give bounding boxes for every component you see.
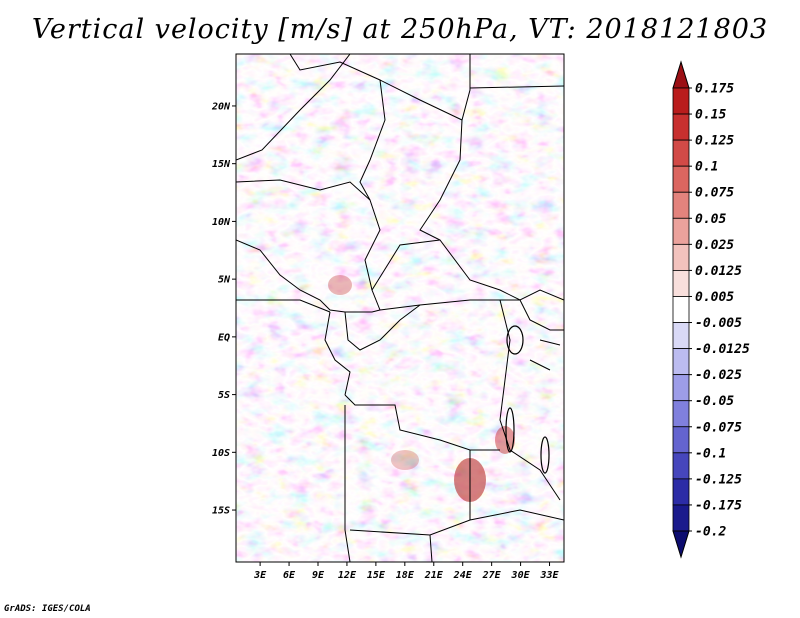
colorbar-label: -0.175 <box>695 498 742 513</box>
lon-tick-label: 9E <box>312 570 325 581</box>
colorbar-segment <box>672 374 690 402</box>
colorbar-label: -0.1 <box>695 446 726 461</box>
colorbar-segment <box>672 322 690 349</box>
colorbar-segment <box>672 217 690 245</box>
lon-tick-label: 18E <box>396 570 415 581</box>
country-borders <box>236 54 564 562</box>
lat-tick-label: 15N <box>212 159 231 170</box>
colorbar-label: 0.0125 <box>695 264 742 279</box>
lat-tick-label: 20N <box>211 101 231 112</box>
colorbar-segment <box>672 270 690 297</box>
lon-tick-label: 6E <box>283 570 296 581</box>
colorbar-segment <box>672 113 690 141</box>
colorbar-segment <box>672 191 690 219</box>
chart-title: Vertical velocity [m/s] at 250hPa, VT: 2… <box>31 14 769 45</box>
lon-tick-label: 15E <box>367 570 386 581</box>
colorbar-segment <box>672 348 690 376</box>
colorbar-segment <box>672 478 690 506</box>
colorbar-segment <box>672 426 690 454</box>
colorbar-label: -0.0125 <box>695 342 750 357</box>
colorbar-label: 0.025 <box>695 238 734 253</box>
colorbar-label: -0.125 <box>695 472 742 487</box>
colorbar-label: 0.125 <box>695 134 734 149</box>
lat-tick-label: 10N <box>212 217 231 228</box>
lat-tick-label: 5N <box>218 275 231 286</box>
colorbar-label: -0.025 <box>695 368 742 383</box>
colorbar-label: -0.2 <box>695 525 726 540</box>
colorbar-bottom-arrow <box>672 530 690 559</box>
lon-tick-label: 33E <box>539 570 559 581</box>
lon-tick-label: 12E <box>338 570 357 581</box>
colorbar-label: 0.05 <box>695 212 726 227</box>
lon-tick-label: 24E <box>453 570 473 581</box>
lon-tick-label: 21E <box>424 570 444 581</box>
colorbar-label: -0.05 <box>695 394 734 409</box>
colorbar-segment <box>672 452 690 480</box>
lon-tick-label: 30E <box>511 570 531 581</box>
colorbar-label: 0.075 <box>695 186 734 201</box>
lat-tick-label: EQ <box>218 332 230 343</box>
map-frame <box>235 53 565 563</box>
grads-credit: GrADS: IGES/COLA <box>4 604 91 614</box>
lakes <box>505 325 550 474</box>
colorbar-label: -0.005 <box>695 316 742 331</box>
colorbar-label: 0.1 <box>695 160 718 175</box>
lat-tick-label: 10S <box>212 448 230 459</box>
lon-tick-label: 3E <box>253 570 267 581</box>
colorbar-segment <box>672 243 690 271</box>
colorbar-segment <box>672 87 690 115</box>
lon-tick-label: 27E <box>482 570 502 581</box>
colorbar-top-arrow <box>672 60 690 89</box>
colorbar-segment <box>672 296 690 323</box>
colorbar-label: 0.005 <box>695 290 734 305</box>
colorbar-segment <box>672 400 690 428</box>
colorbar-label: 0.15 <box>695 108 726 123</box>
colorbar-segment <box>672 504 690 532</box>
colorbar-segment <box>672 139 690 167</box>
colorbar-label: 0.175 <box>695 82 734 97</box>
lat-tick-label: 15S <box>212 506 230 517</box>
lat-tick-label: 5S <box>218 390 230 401</box>
colorbar-label: -0.075 <box>695 420 742 435</box>
colorbar-segment <box>672 165 690 193</box>
